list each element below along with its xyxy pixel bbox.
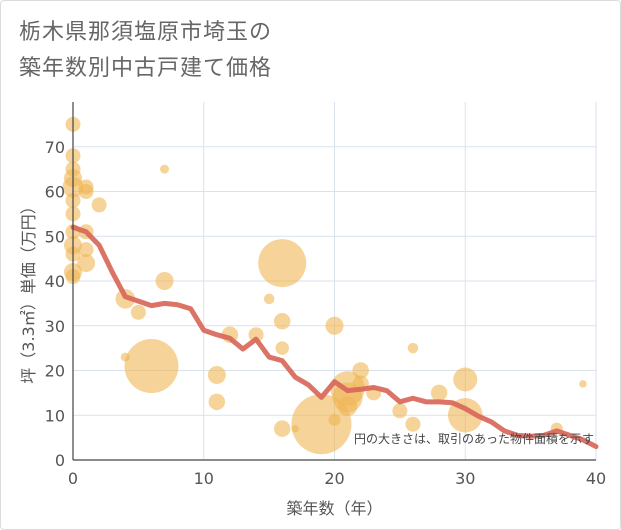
y-tick-label: 30: [45, 317, 65, 336]
bubble-point: [352, 362, 369, 379]
bubble-point: [91, 197, 107, 213]
y-tick-label: 50: [45, 227, 65, 246]
bubble-point: [160, 164, 170, 174]
bubble-layer: [62, 116, 587, 455]
y-tick-label: 10: [45, 406, 65, 425]
y-tick-label: 60: [45, 183, 65, 202]
x-tick-label: 40: [586, 469, 606, 488]
y-tick-label: 20: [45, 362, 65, 381]
x-tick-label: 30: [455, 469, 475, 488]
x-tick-label: 10: [194, 469, 214, 488]
bubble-point: [208, 393, 226, 411]
bubble-size-note: 円の大きさは、取引のあった物件面積を示す: [354, 431, 594, 446]
bubble-point: [130, 304, 146, 320]
bubble-point: [275, 341, 289, 355]
chart-title: 栃木県那須塩原市埼玉の 築年数別中古戸建て価格: [19, 15, 439, 87]
bubble-point: [392, 403, 408, 419]
bubble-point: [579, 380, 587, 388]
bubble-point: [291, 394, 352, 455]
bubble-point: [263, 293, 275, 305]
bubble-point: [78, 184, 94, 199]
bubble-point: [453, 367, 478, 392]
bubble-point: [407, 342, 419, 354]
axes: 0 10 20 30 40 0 10 20 30 40 50 60 70: [45, 102, 606, 488]
bubble-point: [78, 242, 94, 258]
bubble-point: [155, 272, 174, 290]
y-axis-label: 坪（3.3㎡）単価（万円）: [19, 198, 38, 383]
bubble-point: [207, 365, 226, 384]
bubble-point: [430, 384, 448, 402]
y-tick-label: 70: [45, 138, 65, 157]
bubble-point: [405, 416, 421, 432]
x-tick-label: 20: [324, 469, 344, 488]
average-price-line: [70, 224, 599, 450]
chart-title-line-1: 栃木県那須塩原市埼玉の: [19, 20, 273, 45]
x-tick-label: 0: [68, 469, 78, 488]
bubble-point: [337, 396, 358, 417]
y-tick-label: 0: [55, 451, 65, 470]
chart-title-line-2: 築年数別中古戸建て価格: [19, 56, 273, 81]
bubble-point: [325, 316, 344, 335]
bubble-point: [328, 413, 341, 426]
bubble-point: [77, 254, 96, 273]
y-tick-label: 40: [45, 272, 65, 291]
x-axis-label: 築年数（年）: [286, 499, 382, 518]
bubble-point: [124, 339, 179, 394]
bubble-point: [248, 327, 264, 343]
bubble-point: [258, 239, 307, 288]
line-layer: [70, 224, 599, 450]
bubble-point: [273, 313, 291, 330]
bubble-point: [273, 420, 291, 437]
